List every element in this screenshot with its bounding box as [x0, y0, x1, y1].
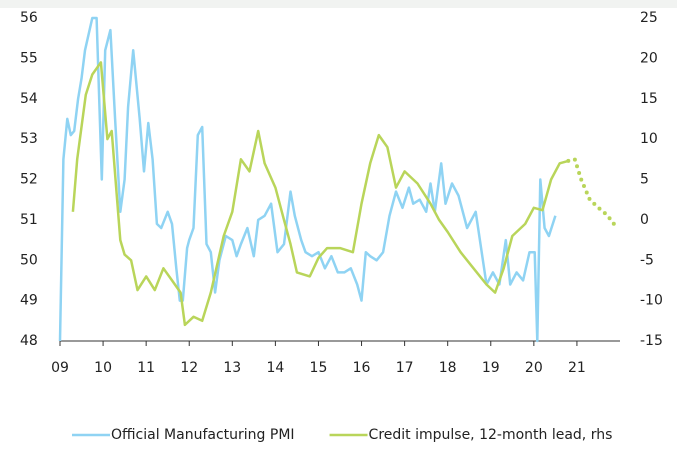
y-tick-label: 52	[20, 172, 38, 188]
x-tick-label: 12	[180, 360, 198, 376]
x-tick-label: 17	[396, 360, 414, 376]
y2-tick-label: 5	[640, 172, 649, 188]
y2-tick-label: -5	[640, 252, 654, 268]
x-tick-label: 18	[439, 360, 457, 376]
y-tick-label: 49	[20, 293, 38, 309]
x-tick-label: 20	[525, 360, 543, 376]
legend-label: Official Manufacturing PMI	[111, 427, 295, 443]
x-tick-label: 14	[266, 360, 284, 376]
x-tick-label: 19	[482, 360, 500, 376]
x-tick-label: 13	[223, 360, 241, 376]
x-tick-label: 09	[51, 360, 69, 376]
y2-tick-label: 15	[640, 91, 658, 107]
x-tick-label: 16	[353, 360, 371, 376]
y2-tick-label: 0	[640, 212, 649, 228]
y-tick-label: 50	[20, 252, 38, 268]
top-band	[0, 0, 677, 8]
forecast-line	[566, 157, 618, 229]
y2-tick-label: 20	[640, 50, 658, 66]
line	[58, 16, 557, 343]
y2-tick-label: 10	[640, 131, 658, 147]
y-tick-label: 53	[20, 131, 38, 147]
y-tick-label: 51	[20, 212, 38, 228]
y2-tick-label: -10	[640, 293, 663, 309]
y2-tick-label: -15	[640, 333, 663, 349]
x-tick-label: 10	[94, 360, 112, 376]
x-tick-label: 21	[568, 360, 586, 376]
y2-tick-label: 25	[640, 10, 658, 26]
line	[71, 61, 569, 327]
y-tick-label: 48	[20, 333, 38, 349]
y-tick-label: 55	[20, 50, 38, 66]
legend-label: Credit impulse, 12-month lead, rhs	[369, 427, 613, 443]
x-tick-label: 11	[137, 360, 155, 376]
y-tick-label: 56	[20, 10, 38, 26]
x-tick-label: 15	[310, 360, 328, 376]
y-tick-label: 54	[20, 91, 38, 107]
